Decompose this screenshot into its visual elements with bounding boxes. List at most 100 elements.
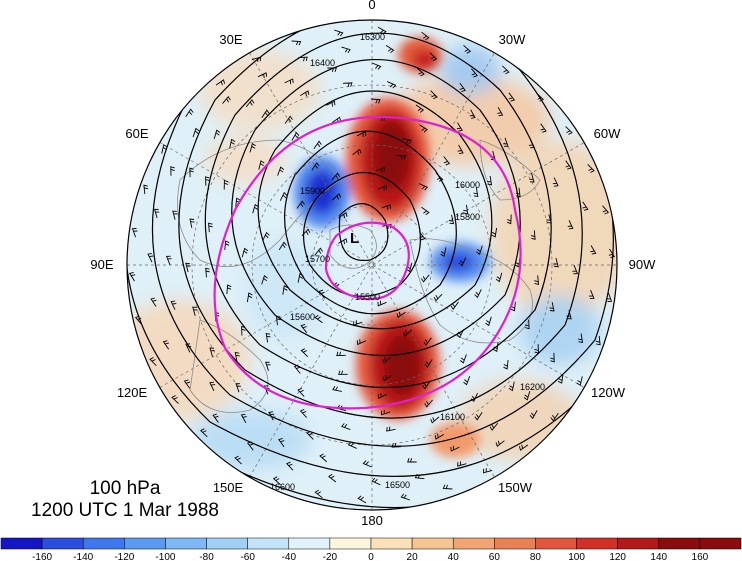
wind-barb <box>313 140 322 149</box>
wind-barb <box>299 90 310 97</box>
wind-barb <box>565 160 572 170</box>
pressure-level-title: 100 hPa <box>89 478 161 499</box>
wind-barb <box>189 167 194 178</box>
lon-label-60e: 60E <box>125 126 148 141</box>
wind-barb <box>503 137 509 147</box>
wind-barb <box>552 177 559 187</box>
wind-barb <box>278 437 285 448</box>
wind-barb <box>319 453 328 463</box>
wind-barb <box>262 231 270 241</box>
wind-barb <box>338 211 348 219</box>
wind-barb <box>458 257 467 267</box>
colorbar-box <box>535 537 577 550</box>
wind-barb <box>291 40 302 46</box>
wind-barb <box>215 79 226 86</box>
wind-barb <box>530 230 536 240</box>
wind-barb <box>402 329 412 337</box>
wind-barb <box>226 284 232 295</box>
contour-label: 16500 <box>385 480 410 490</box>
wind-barb <box>284 78 294 85</box>
wind-barb <box>489 422 499 431</box>
colorbar-box <box>165 537 207 550</box>
wind-barb <box>471 68 478 78</box>
wind-barb <box>434 433 445 440</box>
colorbar-box <box>617 537 660 550</box>
wind-barb <box>223 179 229 190</box>
wind-barb <box>377 300 387 307</box>
wind-barb <box>234 455 242 465</box>
wind-barb <box>463 376 471 386</box>
wind-barb <box>278 241 287 251</box>
wind-barb <box>485 316 492 327</box>
colorbar-box <box>329 537 372 550</box>
wind-barb <box>418 183 429 191</box>
lon-label-30w: 30W <box>499 32 526 47</box>
wind-barb <box>588 289 595 300</box>
wind-barb <box>128 271 136 282</box>
wind-barb <box>473 187 479 198</box>
colorbar-box <box>370 537 413 550</box>
wind-barb <box>424 399 433 408</box>
wind-barb <box>240 413 247 424</box>
wind-barb <box>268 411 275 421</box>
colorbar-tick-label: -120 <box>114 552 134 561</box>
wind-barb <box>463 44 472 54</box>
colorbar-tick-label: 100 <box>568 552 585 561</box>
wind-barb <box>200 428 208 438</box>
lon-label-90e: 90E <box>90 257 113 272</box>
lon-label-120w: 120W <box>591 385 626 400</box>
wind-barb <box>430 90 438 100</box>
lon-label-150e: 150E <box>213 480 244 495</box>
coastlines <box>177 139 541 413</box>
wind-barb <box>356 339 367 346</box>
map-boundary <box>126 19 618 511</box>
wind-barb <box>311 162 320 171</box>
wind-barb <box>357 495 367 504</box>
colorbar-box <box>699 537 742 550</box>
wind-barb <box>298 56 308 62</box>
wind-barb <box>495 272 503 283</box>
wind-barb <box>582 201 589 211</box>
wind-barb <box>523 390 531 401</box>
wind-barb <box>385 45 395 54</box>
colorbar-tick-label: 80 <box>530 552 542 561</box>
wind-barb <box>419 124 428 133</box>
wind-barb <box>257 72 268 79</box>
wind-barb <box>421 274 430 283</box>
wind-barb <box>241 247 249 258</box>
lon-label-150w: 150W <box>498 480 533 495</box>
wind-barb <box>212 413 219 423</box>
wind-barb <box>502 65 510 75</box>
contour-label: 16400 <box>310 58 335 68</box>
wind-barb <box>506 214 512 225</box>
wind-barb <box>338 370 348 375</box>
low-pressure-marker: L <box>350 230 359 247</box>
colorbar-tick-label: 0 <box>368 552 374 561</box>
wind-barb <box>265 332 271 343</box>
wind-barb <box>448 214 455 225</box>
wind-barb <box>375 166 385 173</box>
wind-barb <box>183 379 191 389</box>
wind-barb <box>371 477 381 486</box>
wind-barb <box>508 92 516 102</box>
wind-barb <box>192 127 200 138</box>
wind-barb <box>429 52 438 62</box>
graticule <box>127 20 617 510</box>
wind-barb <box>483 468 493 474</box>
wind-barb <box>550 412 559 422</box>
contour-label: 16200 <box>520 382 545 392</box>
wind-barb <box>381 409 391 416</box>
wind-barb <box>440 247 447 257</box>
wind-barb <box>456 122 463 132</box>
wind-barb <box>131 228 138 238</box>
wind-barb <box>314 314 323 324</box>
wind-barb <box>352 148 362 156</box>
wind-barb <box>491 227 498 238</box>
wind-barb <box>149 357 157 367</box>
wind-barb <box>332 193 342 201</box>
wind-barb <box>549 302 555 312</box>
colorbar-tick-label: 20 <box>407 552 419 561</box>
wind-barb <box>416 67 425 77</box>
wind-barb <box>474 289 482 299</box>
wind-barb <box>205 176 210 186</box>
